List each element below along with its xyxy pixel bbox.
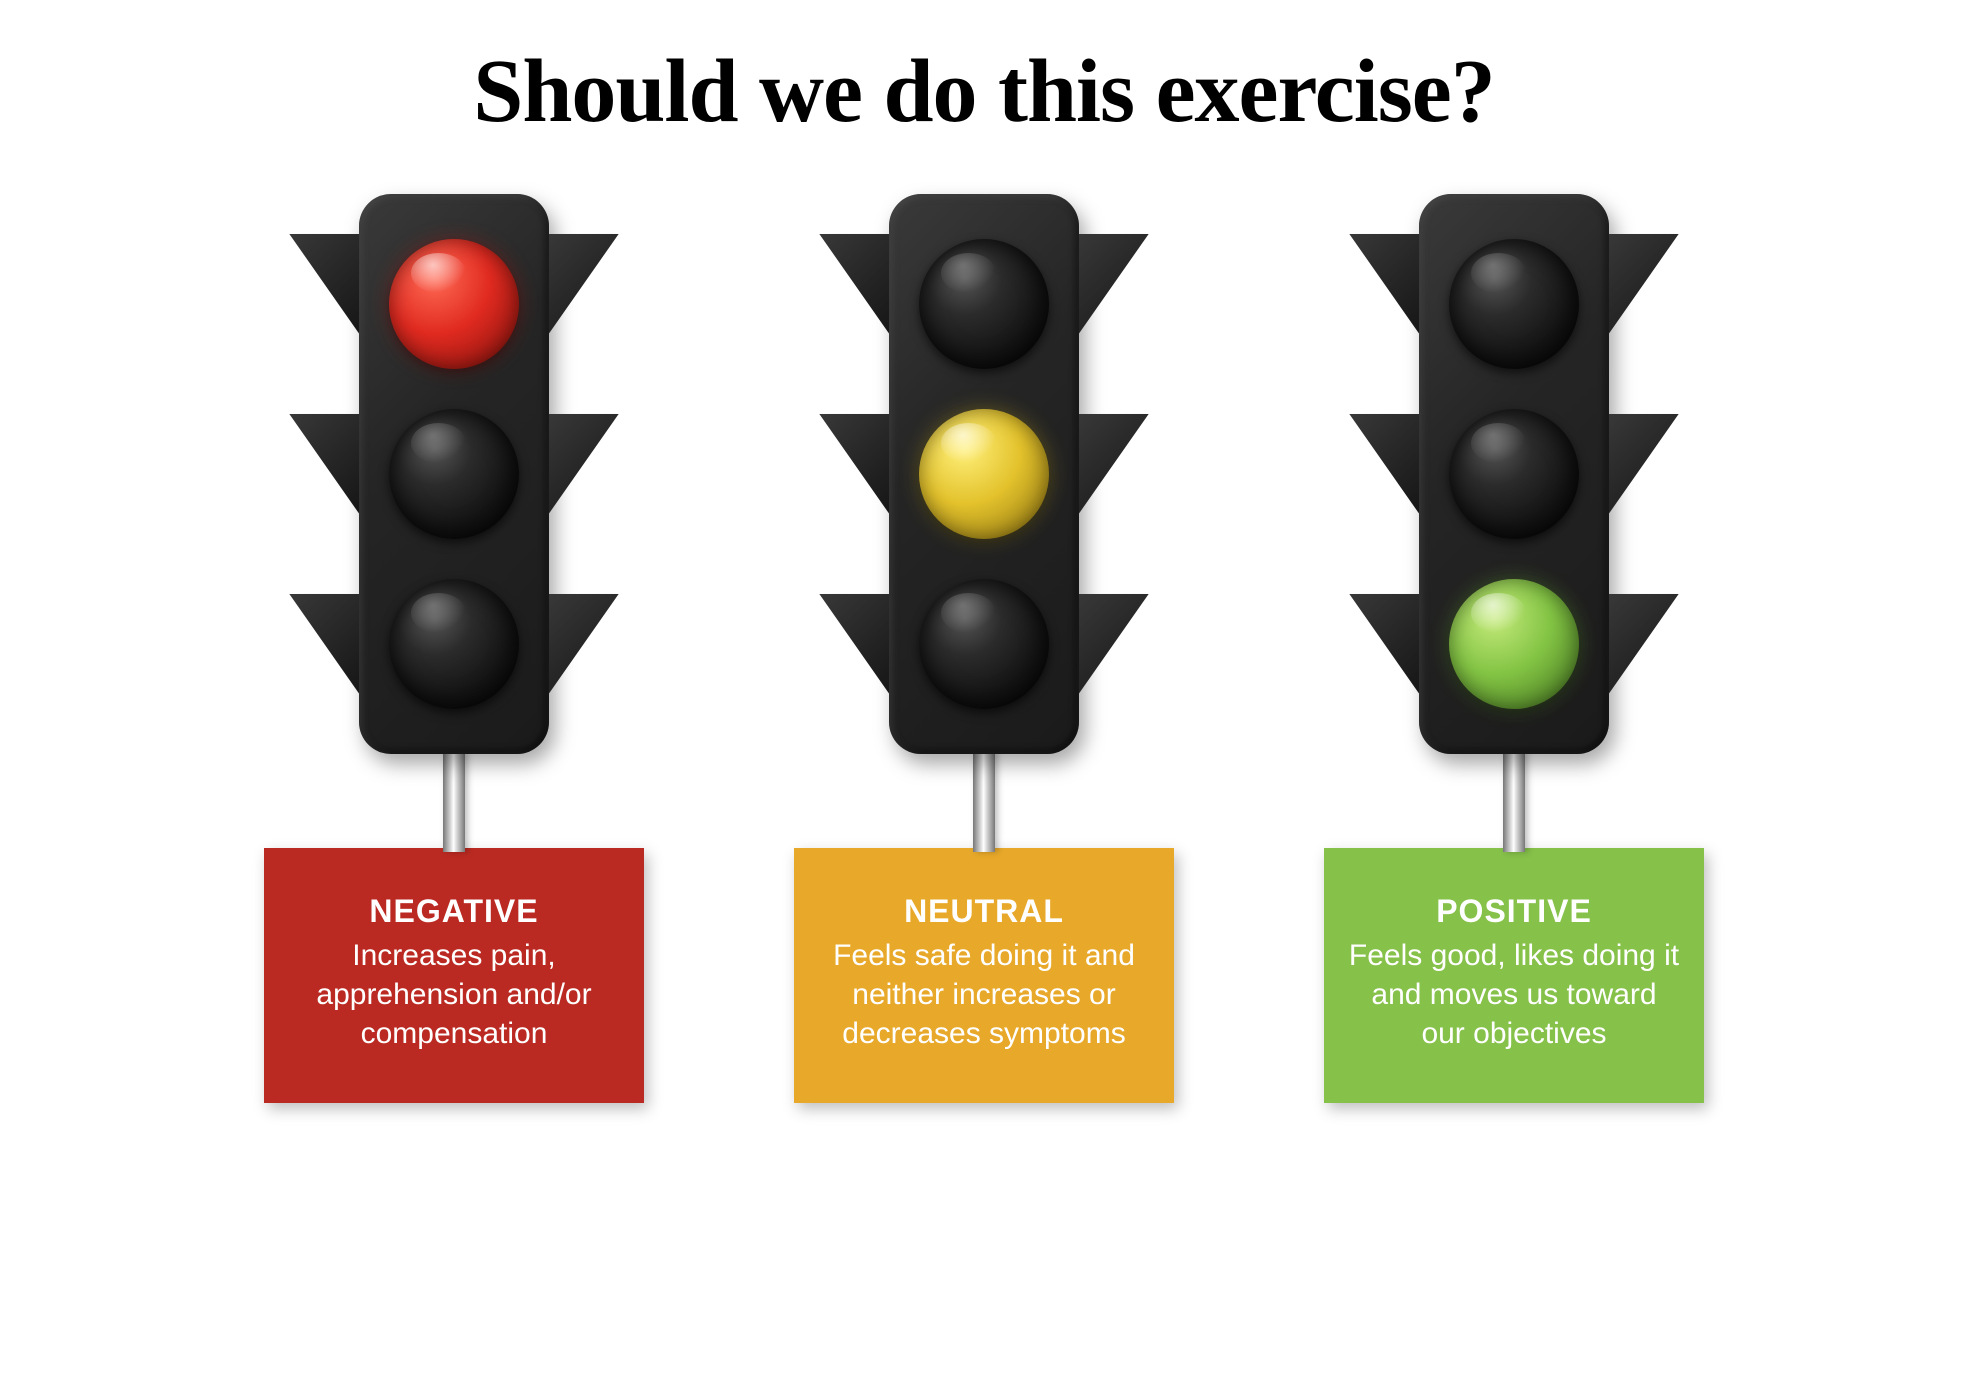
pole-icon — [973, 752, 995, 852]
caption-body: Feels good, likes doing it and moves us … — [1348, 936, 1680, 1053]
red-lamp-icon — [919, 239, 1049, 369]
traffic-light-negative — [254, 194, 654, 854]
visor-icon — [549, 234, 619, 334]
caption-heading: POSITIVE — [1436, 893, 1592, 930]
traffic-housing — [889, 194, 1079, 754]
traffic-housing — [1419, 194, 1609, 754]
lights-row: NEGATIVE Increases pain, apprehension an… — [124, 194, 1844, 1103]
visor-icon — [1079, 234, 1149, 334]
column-positive: POSITIVE Feels good, likes doing it and … — [1314, 194, 1714, 1103]
visor-icon — [1079, 594, 1149, 694]
caption-negative: NEGATIVE Increases pain, apprehension an… — [264, 848, 644, 1103]
visor-icon — [1609, 414, 1679, 514]
visor-icon — [289, 594, 359, 694]
green-lamp-icon — [919, 579, 1049, 709]
caption-neutral: NEUTRAL Feels safe doing it and neither … — [794, 848, 1174, 1103]
visor-icon — [549, 414, 619, 514]
caption-body: Increases pain, apprehension and/or comp… — [288, 936, 620, 1053]
traffic-housing — [359, 194, 549, 754]
yellow-lamp-icon — [919, 409, 1049, 539]
visor-icon — [819, 234, 889, 334]
column-neutral: NEUTRAL Feels safe doing it and neither … — [784, 194, 1184, 1103]
page-title: Should we do this exercise? — [473, 40, 1494, 144]
visor-icon — [819, 414, 889, 514]
traffic-light-positive — [1314, 194, 1714, 854]
caption-heading: NEGATIVE — [369, 893, 538, 930]
caption-body: Feels safe doing it and neither increase… — [818, 936, 1150, 1053]
visor-icon — [819, 594, 889, 694]
pole-icon — [443, 752, 465, 852]
visor-icon — [289, 414, 359, 514]
pole-icon — [1503, 752, 1525, 852]
green-lamp-icon — [1449, 579, 1579, 709]
red-lamp-icon — [389, 239, 519, 369]
visor-icon — [1349, 594, 1419, 694]
caption-positive: POSITIVE Feels good, likes doing it and … — [1324, 848, 1704, 1103]
green-lamp-icon — [389, 579, 519, 709]
visor-icon — [1349, 234, 1419, 334]
caption-heading: NEUTRAL — [904, 893, 1064, 930]
visor-icon — [289, 234, 359, 334]
yellow-lamp-icon — [1449, 409, 1579, 539]
red-lamp-icon — [1449, 239, 1579, 369]
visor-icon — [1349, 414, 1419, 514]
visor-icon — [1079, 414, 1149, 514]
yellow-lamp-icon — [389, 409, 519, 539]
visor-icon — [1609, 594, 1679, 694]
column-negative: NEGATIVE Increases pain, apprehension an… — [254, 194, 654, 1103]
traffic-light-neutral — [784, 194, 1184, 854]
visor-icon — [549, 594, 619, 694]
visor-icon — [1609, 234, 1679, 334]
